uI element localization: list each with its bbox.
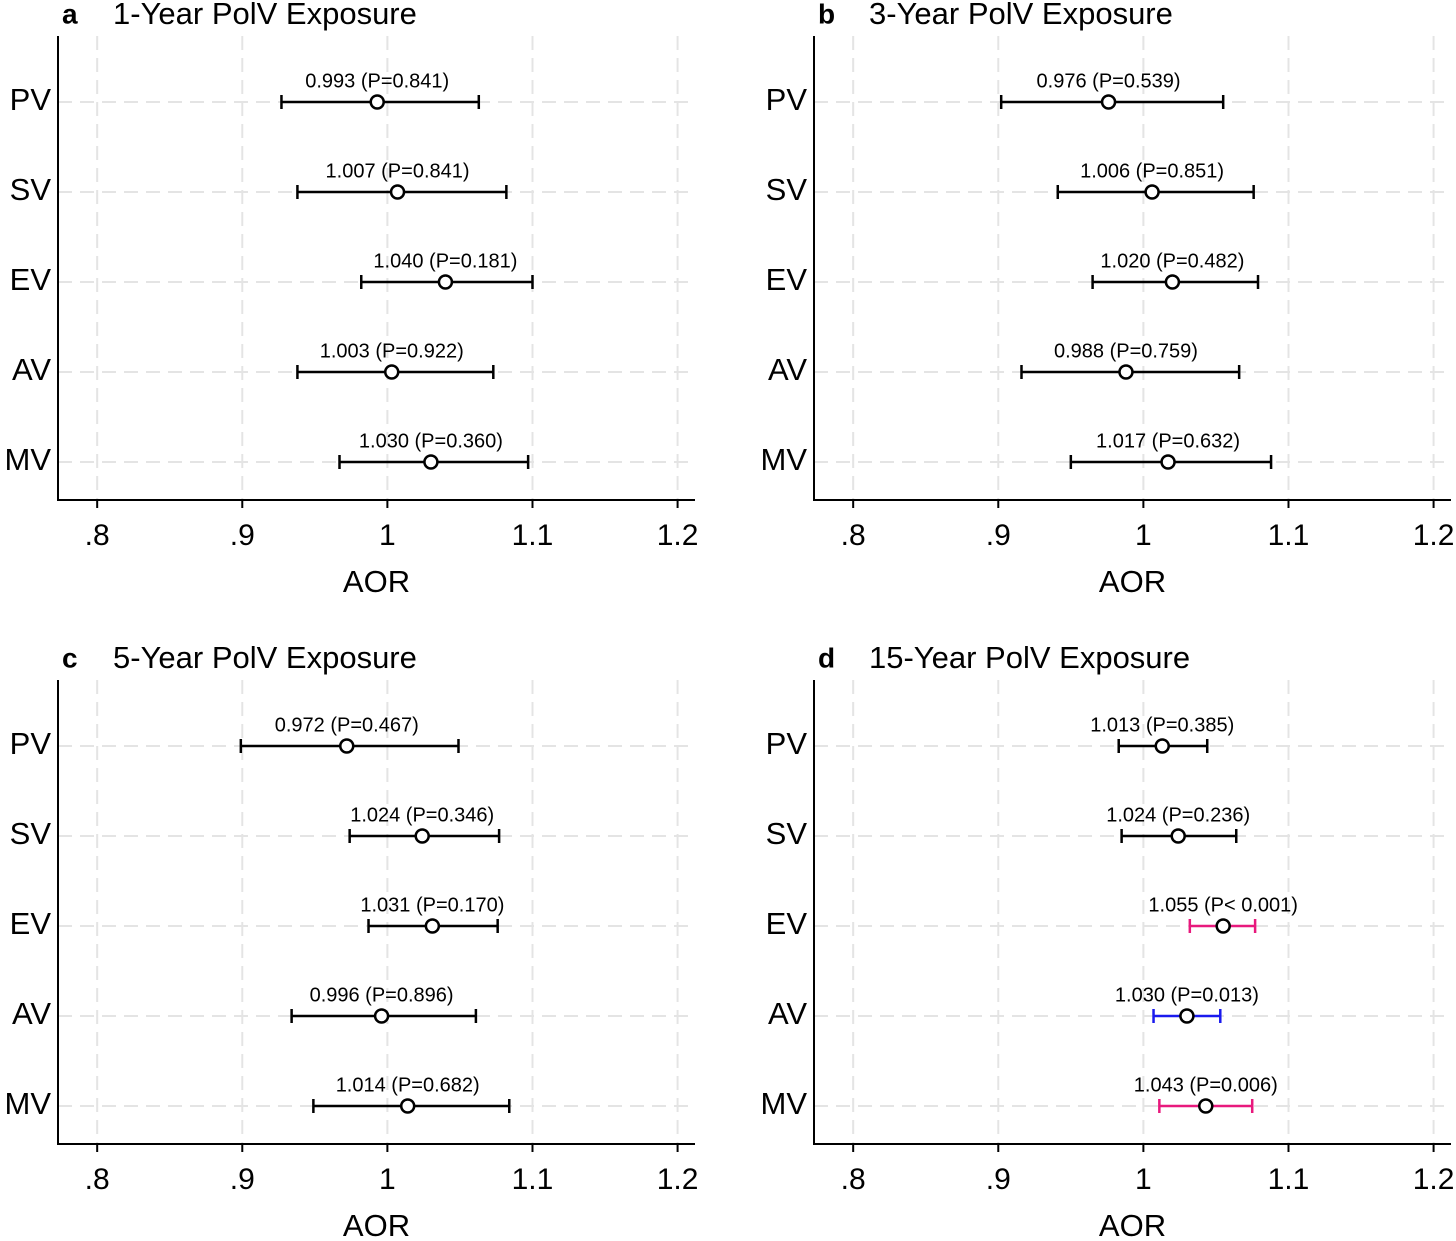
value-label: 1.006 (P=0.851) xyxy=(1080,160,1224,182)
point-estimate xyxy=(423,454,439,470)
category-label: SV xyxy=(10,816,52,851)
x-tick-label: 1.1 xyxy=(512,1163,554,1196)
value-label: 1.040 (P=0.181) xyxy=(373,250,517,272)
x-tick-label: 1 xyxy=(1135,1163,1152,1196)
x-tick-label: 1 xyxy=(379,1163,396,1196)
x-tick-label: .9 xyxy=(230,1163,255,1196)
category-label: MV xyxy=(761,442,808,477)
x-tick-label: .9 xyxy=(986,1163,1011,1196)
x-tick-label: 1.2 xyxy=(657,1163,699,1196)
point-estimate xyxy=(1198,1098,1214,1114)
value-label: 1.024 (P=0.236) xyxy=(1106,804,1250,826)
value-label: 1.030 (P=0.360) xyxy=(359,430,503,452)
point-estimate xyxy=(414,828,430,844)
point-estimate xyxy=(369,94,385,110)
value-label: 1.020 (P=0.482) xyxy=(1100,250,1244,272)
x-tick-label: 1.2 xyxy=(1413,519,1455,552)
panel-letter: d xyxy=(818,642,835,673)
value-label: 1.017 (P=0.632) xyxy=(1096,430,1240,452)
category-label: PV xyxy=(10,726,52,761)
value-label: 1.043 (P=0.006) xyxy=(1134,1074,1278,1096)
x-axis-label: AOR xyxy=(1099,564,1166,599)
value-label: 0.972 (P=0.467) xyxy=(275,714,419,736)
x-tick-label: .9 xyxy=(230,519,255,552)
point-estimate xyxy=(1215,918,1231,934)
category-label: MV xyxy=(761,1086,808,1121)
x-tick-label: 1 xyxy=(1135,519,1152,552)
value-label: 1.003 (P=0.922) xyxy=(320,340,464,362)
point-estimate xyxy=(1160,454,1176,470)
value-label: 1.007 (P=0.841) xyxy=(326,160,470,182)
x-tick-label: 1.1 xyxy=(1268,1163,1310,1196)
category-label: SV xyxy=(10,172,52,207)
point-estimate xyxy=(1170,828,1186,844)
panel-title: 5-Year PolV Exposure xyxy=(113,640,417,675)
point-estimate xyxy=(389,184,406,200)
category-label: EV xyxy=(766,906,808,941)
x-tick-label: 1.2 xyxy=(657,519,699,552)
point-estimate xyxy=(373,1008,390,1024)
category-label: AV xyxy=(12,352,51,387)
category-label: PV xyxy=(766,82,808,117)
x-tick-label: .8 xyxy=(841,1163,866,1196)
x-tick-label: .9 xyxy=(986,519,1011,552)
panel-title: 15-Year PolV Exposure xyxy=(869,640,1190,675)
x-tick-label: .8 xyxy=(841,519,866,552)
point-estimate xyxy=(1118,364,1134,380)
value-label: 0.988 (P=0.759) xyxy=(1054,340,1198,362)
category-label: AV xyxy=(768,352,807,387)
point-estimate xyxy=(1154,738,1170,754)
category-label: PV xyxy=(10,82,52,117)
point-estimate xyxy=(339,738,355,754)
x-axis-label: AOR xyxy=(343,564,410,599)
point-estimate xyxy=(1164,274,1181,290)
value-label: 0.996 (P=0.896) xyxy=(310,984,454,1006)
x-axis-label: AOR xyxy=(343,1208,410,1241)
category-label: AV xyxy=(768,996,807,1031)
value-label: 0.993 (P=0.841) xyxy=(305,70,449,92)
category-label: EV xyxy=(10,906,52,941)
panel-letter: c xyxy=(62,642,78,673)
x-tick-label: .8 xyxy=(85,519,110,552)
category-label: SV xyxy=(766,816,808,851)
panel-letter: a xyxy=(62,0,78,29)
category-label: SV xyxy=(766,172,808,207)
x-tick-label: 1 xyxy=(379,519,396,552)
category-label: MV xyxy=(5,1086,52,1121)
panel-title: 1-Year PolV Exposure xyxy=(113,0,417,31)
value-label: 1.014 (P=0.682) xyxy=(336,1074,480,1096)
point-estimate xyxy=(1179,1008,1195,1024)
value-label: 1.013 (P=0.385) xyxy=(1090,714,1234,736)
x-tick-label: 1.2 xyxy=(1413,1163,1455,1196)
value-label: 1.055 (P< 0.001) xyxy=(1148,894,1298,916)
point-estimate xyxy=(424,918,441,934)
category-label: EV xyxy=(10,262,52,297)
point-estimate xyxy=(1144,184,1160,200)
x-tick-label: .8 xyxy=(85,1163,110,1196)
point-estimate xyxy=(383,364,400,380)
category-label: MV xyxy=(5,442,52,477)
category-label: PV xyxy=(766,726,808,761)
value-label: 0.976 (P=0.539) xyxy=(1037,70,1181,92)
category-label: AV xyxy=(12,996,51,1031)
point-estimate xyxy=(1100,94,1117,110)
panel-letter: b xyxy=(818,0,835,29)
point-estimate xyxy=(437,274,454,290)
x-axis-label: AOR xyxy=(1099,1208,1166,1241)
x-tick-label: 1.1 xyxy=(1268,519,1310,552)
value-label: 1.031 (P=0.170) xyxy=(360,894,504,916)
value-label: 1.030 (P=0.013) xyxy=(1115,984,1259,1006)
value-label: 1.024 (P=0.346) xyxy=(350,804,494,826)
x-tick-label: 1.1 xyxy=(512,519,554,552)
category-label: EV xyxy=(766,262,808,297)
point-estimate xyxy=(399,1098,416,1114)
panel-title: 3-Year PolV Exposure xyxy=(869,0,1173,31)
